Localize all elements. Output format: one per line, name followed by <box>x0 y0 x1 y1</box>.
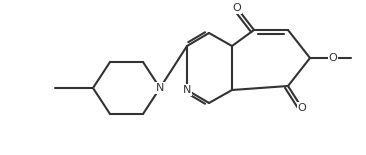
Text: N: N <box>183 85 191 95</box>
Text: N: N <box>156 83 164 93</box>
Text: O: O <box>233 3 241 13</box>
Text: O: O <box>298 103 306 113</box>
Text: O: O <box>329 53 337 63</box>
